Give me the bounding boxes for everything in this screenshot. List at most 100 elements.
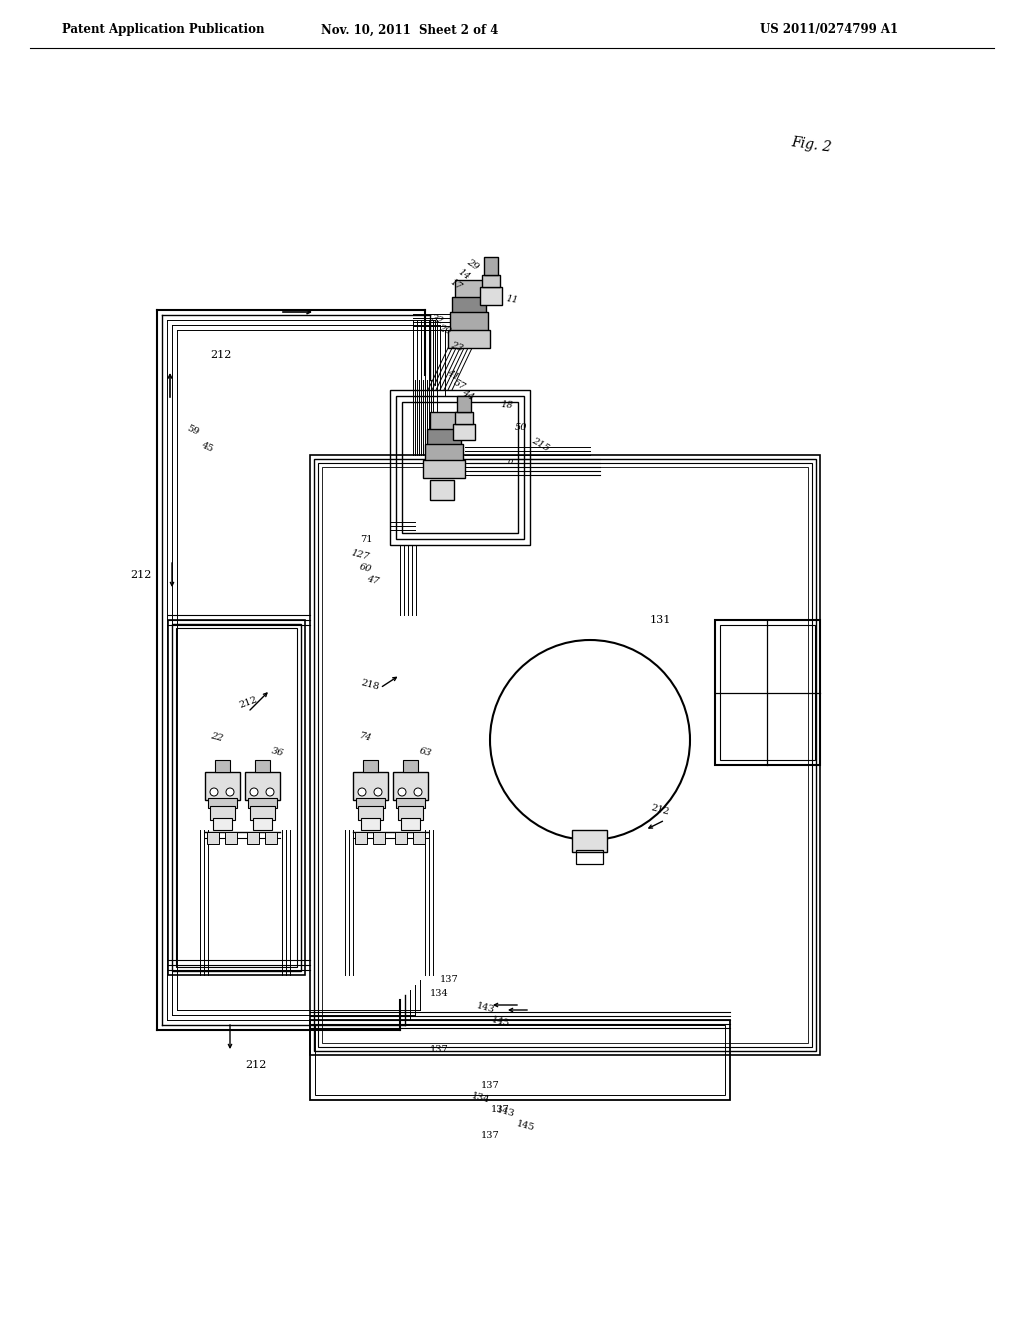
Bar [310,455,820,1055]
Text: 57: 57 [452,378,467,392]
Bar [355,832,367,843]
Circle shape [398,788,406,796]
Bar [396,396,524,539]
Text: 71: 71 [360,536,373,544]
Text: 47: 47 [366,574,380,586]
Bar [315,1026,725,1096]
Text: 137: 137 [480,1130,500,1139]
Bar [423,459,465,478]
Text: 20: 20 [437,323,452,337]
Circle shape [210,788,218,796]
Text: 212: 212 [245,1060,266,1071]
Text: 127: 127 [350,548,371,562]
Bar [358,807,383,820]
Text: 143: 143 [475,1002,496,1015]
Text: 17: 17 [449,277,464,292]
Circle shape [490,640,690,840]
Text: 131: 131 [650,615,672,624]
Text: 18: 18 [500,400,513,411]
Bar [373,832,385,843]
Text: 74: 74 [358,731,373,743]
Text: 143: 143 [495,1105,515,1119]
Text: 41: 41 [445,368,461,381]
Bar [250,807,275,820]
Bar [265,832,278,843]
Bar [207,832,219,843]
Bar [322,467,808,1043]
Bar [455,412,473,424]
Text: US 2011/0274799 A1: US 2011/0274799 A1 [760,24,898,37]
Bar [715,620,820,766]
Text: 11: 11 [505,294,519,305]
Bar [255,760,270,772]
Bar [205,772,240,800]
Bar [215,760,230,772]
Bar [572,830,607,851]
Bar [213,818,232,830]
Bar [176,628,297,968]
Bar [455,280,483,300]
Text: 44: 44 [460,388,475,403]
Bar [480,286,502,305]
Bar [208,799,237,808]
Text: 134: 134 [470,1092,490,1105]
Bar [453,424,475,440]
Text: 137: 137 [490,1106,509,1114]
Bar [310,1020,730,1100]
Bar [449,330,490,348]
Bar [353,772,388,800]
Text: 145: 145 [490,1015,510,1028]
Bar [225,832,237,843]
Bar [450,312,488,333]
Text: 29: 29 [465,257,480,272]
Bar [361,818,380,830]
Bar [168,620,305,975]
Bar [356,799,385,808]
Circle shape [374,788,382,796]
Text: Fig. 2: Fig. 2 [790,135,833,154]
Bar [413,832,425,843]
Text: 36: 36 [270,746,285,758]
Bar [427,429,461,445]
Bar [403,760,418,772]
Text: 23: 23 [449,341,464,354]
Bar [398,807,423,820]
Bar [452,297,486,315]
Text: 218: 218 [359,678,380,692]
Bar [390,389,530,545]
Circle shape [266,788,274,796]
Bar [401,818,420,830]
Text: 212: 212 [238,694,258,709]
Text: 22: 22 [210,731,224,743]
Bar [362,760,378,772]
Text: Patent Application Publication: Patent Application Publication [62,24,264,37]
Circle shape [414,788,422,796]
Bar [457,396,471,412]
Text: 14: 14 [456,268,471,282]
Bar [245,772,280,800]
Bar [575,850,603,865]
Text: 137: 137 [440,975,459,985]
Bar [402,403,518,533]
Text: 212: 212 [131,570,152,579]
Bar [253,818,272,830]
Bar [210,807,234,820]
Text: 212: 212 [210,350,231,360]
Bar [318,463,812,1047]
Text: 137: 137 [480,1081,500,1089]
Text: 215: 215 [530,437,551,454]
Text: 137: 137 [430,1045,449,1055]
Bar [247,832,259,843]
Text: 32: 32 [430,314,444,326]
Text: 0: 0 [507,458,513,466]
Bar [172,624,301,972]
Bar [484,257,498,275]
Text: 145: 145 [515,1119,536,1133]
Bar [396,799,425,808]
Circle shape [358,788,366,796]
Bar [425,444,463,462]
Text: 59: 59 [185,424,200,437]
Text: 134: 134 [430,990,449,998]
Bar [248,799,278,808]
Bar [314,459,816,1051]
